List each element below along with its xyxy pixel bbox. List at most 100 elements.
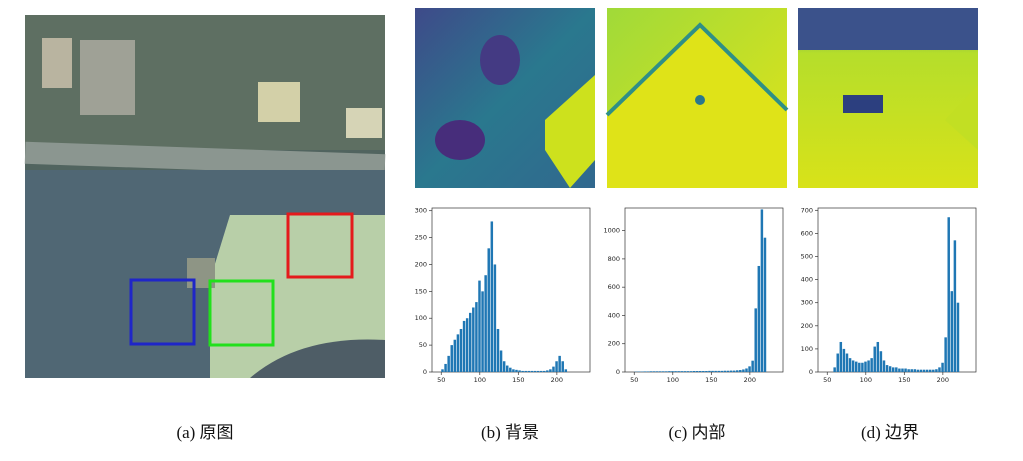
y-tick-label: 50 (419, 341, 427, 349)
histogram-bar (512, 369, 515, 372)
histogram-bar (447, 355, 450, 372)
histogram-bar (496, 328, 500, 372)
histogram-bar (643, 371, 646, 372)
x-tick-label: 50 (823, 376, 831, 384)
caption: (d) 边界 (861, 423, 919, 442)
y-tick-label: 250 (415, 234, 427, 242)
y-tick-label: 150 (415, 287, 427, 295)
histogram-bar (925, 369, 929, 372)
histogram-bar (472, 307, 475, 372)
histogram-bar (680, 371, 683, 372)
histogram-bar (732, 370, 736, 372)
histogram-bar (493, 264, 497, 372)
histogram-bar (836, 353, 839, 372)
heatmap-interior (605, 8, 789, 188)
x-tick-label: 150 (898, 376, 910, 384)
histogram-bar (450, 345, 453, 372)
histogram-bar (739, 370, 742, 372)
histogram-bar (499, 350, 503, 372)
histogram-bar (913, 369, 917, 372)
y-tick-label: 100 (801, 345, 813, 353)
histogram-bar (854, 361, 858, 372)
histogram-bar (720, 370, 724, 372)
histogram-bar (465, 318, 469, 372)
histogram-bar (453, 339, 457, 372)
histogram-bar (922, 369, 926, 372)
histogram-bar (555, 361, 558, 372)
x-tick-label: 200 (937, 376, 949, 384)
y-tick-label: 0 (809, 368, 813, 376)
histogram-bar (702, 371, 705, 372)
histogram-bar (677, 371, 680, 372)
histogram-bar (757, 265, 761, 372)
histogram-bar (487, 248, 490, 372)
histogram-bar (848, 358, 852, 372)
histogram-bar (898, 368, 901, 372)
histogram-bar (441, 369, 444, 372)
heatmap-boundary (798, 8, 978, 188)
histogram-bar (714, 370, 717, 372)
histogram-bar (751, 360, 754, 372)
y-tick-label: 600 (801, 229, 813, 237)
histogram-bar (919, 369, 923, 372)
histogram-bar (462, 320, 466, 372)
histogram-bar (668, 371, 671, 372)
histogram-bar (674, 371, 677, 372)
histogram-bar (910, 369, 913, 372)
histogram-bar (729, 370, 733, 372)
histogram-bar (742, 369, 745, 372)
y-tick-label: 0 (423, 368, 427, 376)
histogram-bar (864, 361, 867, 372)
y-tick-label: 200 (608, 340, 620, 348)
histogram-bar (468, 312, 472, 372)
histogram-bar (705, 371, 708, 372)
histogram-bar (879, 351, 883, 372)
histogram-bar (671, 371, 674, 372)
y-tick-label: 800 (608, 255, 620, 263)
histogram-bar (661, 371, 665, 372)
x-tick-label: 150 (705, 376, 717, 384)
histogram-bar (735, 370, 739, 372)
histogram-bar (858, 362, 861, 372)
histogram-bar (885, 365, 889, 372)
histogram-bar (652, 371, 656, 372)
histogram-bar (867, 360, 870, 372)
histogram-bar (698, 371, 702, 372)
histogram-bar (891, 367, 895, 372)
histogram-bar (711, 370, 714, 372)
histogram-bar (938, 367, 941, 372)
x-tick-label: 150 (512, 376, 524, 384)
histogram-bar (723, 370, 727, 372)
histogram-bar (546, 370, 549, 372)
histogram-bar (456, 334, 460, 372)
histogram-bar (527, 370, 531, 372)
histogram-bar (901, 368, 904, 372)
histogram-bar (549, 369, 552, 372)
y-tick-label: 600 (608, 283, 620, 291)
histogram-bar (539, 370, 543, 372)
histogram-bar (763, 237, 767, 372)
histogram-bar (754, 308, 757, 372)
y-tick-label: 400 (801, 276, 813, 284)
histogram-bar (484, 275, 487, 372)
histogram-bar (459, 328, 463, 372)
caption: (a) 原图 (176, 423, 233, 442)
histogram-bar (748, 366, 751, 372)
histogram-bar (956, 302, 960, 372)
x-tick-label: 50 (437, 376, 445, 384)
histogram-bar (944, 337, 947, 372)
aerial-image (24, 15, 386, 378)
histogram-bar (524, 370, 527, 372)
x-tick-label: 100 (860, 376, 872, 384)
histogram-bar (947, 217, 950, 372)
y-tick-label: 700 (801, 206, 813, 214)
histogram-bar (695, 371, 699, 372)
histogram-bar (683, 371, 687, 372)
histogram-bar (882, 360, 886, 372)
histogram-bar (561, 361, 564, 372)
histogram-bar (726, 370, 730, 372)
y-tick-label: 0 (616, 368, 620, 376)
histogram-bar (851, 360, 855, 372)
histogram-bar (475, 302, 478, 372)
